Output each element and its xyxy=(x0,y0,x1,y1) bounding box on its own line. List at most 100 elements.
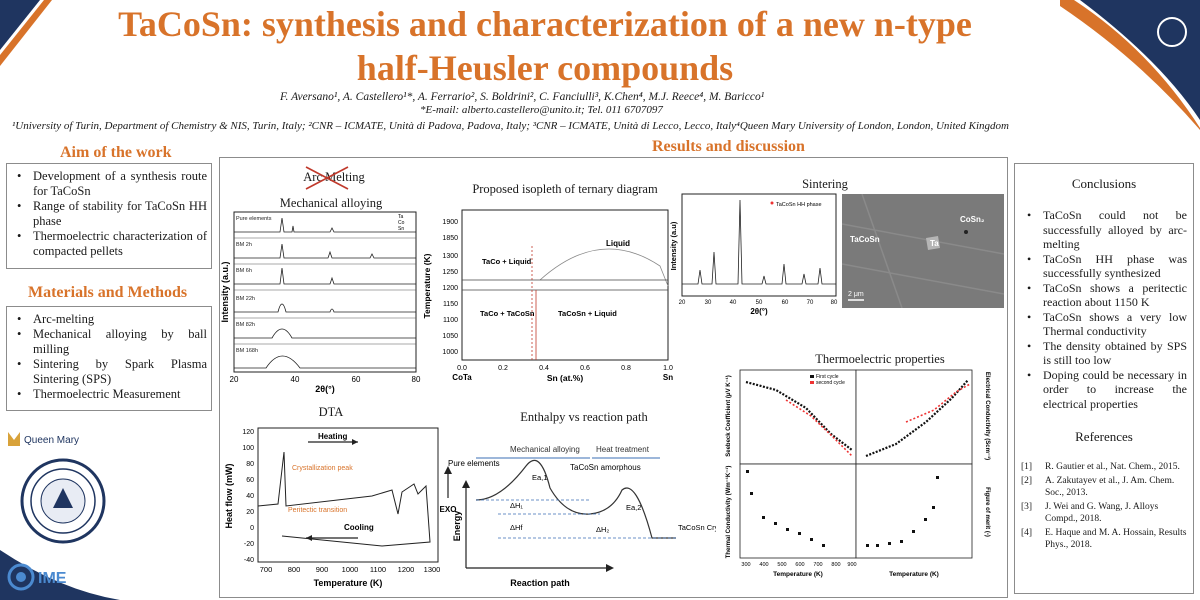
sintering-tick: 60 xyxy=(782,300,789,306)
enthalpy-dh1: ΔH₁ xyxy=(510,501,523,510)
crossed-out-icon xyxy=(305,166,349,190)
xrd-mechanical-alloying-plot: Pure elements BM 2h BM 6h BM 22h BM 82h … xyxy=(220,211,421,394)
sintering-legend: TaCoSn HH phase xyxy=(776,202,822,208)
corner-decoration-bottom-left xyxy=(0,550,120,600)
methods-item: Thermoelectric Measurement xyxy=(11,387,207,402)
sintering-tick: 70 xyxy=(807,300,814,306)
reference-text: J. Wei and G. Wang, J. Alloys Compd., 20… xyxy=(1045,502,1159,524)
isopleth-x-right: Sn xyxy=(663,373,673,382)
aim-item: Thermoelectric characterization of compa… xyxy=(11,229,207,259)
reference-item: [3] J. Wei and G. Wang, J. Alloys Compd.,… xyxy=(1021,501,1187,525)
dta-exo: EXO xyxy=(440,505,457,514)
thermo-xlabel-left: Temperature (K) xyxy=(773,571,823,578)
dta-ytick: -40 xyxy=(244,557,254,564)
isopleth-ytick: 1050 xyxy=(442,333,458,340)
isopleth-ytick: 1200 xyxy=(442,285,458,292)
isopleth-ytick: 1850 xyxy=(442,235,458,242)
enthalpy-ea2: Ea,2 xyxy=(626,503,641,512)
corner-decoration-top-right xyxy=(1060,0,1200,130)
ime-logo: IME xyxy=(6,560,86,594)
xrd-trace-label: BM 22h xyxy=(236,296,255,302)
sintering-tick: 80 xyxy=(831,300,838,306)
enthalpy-title: Enthalpy vs reaction path xyxy=(520,410,648,424)
dta-xlabel: Temperature (K) xyxy=(314,578,383,588)
dta-cooling: Cooling xyxy=(344,523,374,532)
isopleth-xtick: 0.6 xyxy=(580,365,590,372)
dta-ytick: 60 xyxy=(246,477,254,484)
aim-heading: Aim of the work xyxy=(60,144,172,161)
xrd-tick: 20 xyxy=(230,375,239,384)
reference-item: [4] E. Haque and M. A. Hossain, Results P… xyxy=(1021,527,1187,551)
conclusions-heading: Conclusions xyxy=(1071,176,1137,191)
isopleth-xtick: 0.4 xyxy=(539,365,549,372)
dta-ytick: 0 xyxy=(250,525,254,532)
sintering-xrd-plot: TaCoSn HH phase Intensity (a.u) 20 30 40… xyxy=(669,193,838,316)
contact-email: *E-mail: alberto.castellero@unito.it; Te… xyxy=(420,104,663,116)
enthalpy-diagram: Mechanical alloying Heat treatment Pure … xyxy=(448,445,716,588)
dta-xtick: 800 xyxy=(288,565,301,574)
isopleth-xtick: 0.8 xyxy=(621,365,631,372)
dta-plot: Heating Cooling Crystallization peak Per… xyxy=(224,427,457,588)
ime-logo-text: IME xyxy=(38,570,67,587)
xrd-trace-label: BM 82h xyxy=(236,322,255,328)
queen-mary-logo: Queen Mary xyxy=(6,428,84,450)
isopleth-ytick: 1000 xyxy=(442,349,458,356)
sintering-tick: 30 xyxy=(705,300,712,306)
sem-scale-bar: 2 μm xyxy=(848,291,864,298)
isopleth-x-left: CoTa xyxy=(452,373,472,382)
methods-heading: Materials and Methods xyxy=(28,284,188,301)
poster-title: TaCoSn: synthesis and characterization o… xyxy=(40,2,1050,90)
xrd-trace-label: BM 6h xyxy=(236,268,252,274)
conclusion-item: TaCoSn HH phase was successfully synthes… xyxy=(1021,252,1187,281)
dta-ytick: 100 xyxy=(242,445,254,452)
xrd-trace-label: BM 2h xyxy=(236,242,252,248)
thermoelectric-plots: First cycle second cycle Seebeck Coeffic… xyxy=(725,369,991,578)
xrd-xlabel: 2θ(°) xyxy=(315,384,334,394)
dta-ytick: 40 xyxy=(246,493,254,500)
conclusion-item: TaCoSn shows a very low Thermal conducti… xyxy=(1021,310,1187,339)
xrd-trace-label: Pure elements xyxy=(236,216,272,222)
isopleth-ytick: 1100 xyxy=(443,317,458,324)
corner-decoration-top-left xyxy=(0,0,52,66)
sem-label-tacosn: TaCoSn xyxy=(850,235,880,244)
enthalpy-ea1: Ea,1 xyxy=(532,473,547,482)
dta-xtick: 700 xyxy=(260,565,273,574)
dta-xtick: 1000 xyxy=(342,565,359,574)
dta-title: DTA xyxy=(318,405,344,419)
sintering-tick: 40 xyxy=(730,300,737,306)
thermo-legend-second: second cycle xyxy=(816,380,845,386)
conclusions-box: Conclusions TaCoSn could not be successf… xyxy=(1014,163,1194,594)
thermo-xtick: 400 xyxy=(759,562,768,568)
isopleth-title: Proposed isopleth of ternary diagram xyxy=(472,182,658,196)
thermo-xtick: 500 xyxy=(777,562,786,568)
dta-xtick: 1200 xyxy=(398,565,415,574)
reference-item: [2] A. Zakutayev et al., J. Am. Chem. Soc… xyxy=(1021,475,1187,499)
title-line-2: half-Heusler compounds xyxy=(356,48,734,88)
dta-xtick: 1100 xyxy=(370,565,386,574)
xrd-trace-label: BM 168h xyxy=(236,348,258,354)
methods-item: Sintering by Spark Plasma Sintering (SPS… xyxy=(11,357,207,387)
methods-item: Mechanical alloying by ball milling xyxy=(11,327,207,357)
xrd-ylabel: Intensity (a.u.) xyxy=(220,261,230,322)
mechanical-alloying-label: Mechanical alloying xyxy=(279,196,383,210)
university-seal xyxy=(20,458,106,544)
sem-label-ta: Ta xyxy=(930,239,939,248)
reference-number: [2] xyxy=(1021,476,1033,486)
enthalpy-dh2: ΔH₂ xyxy=(596,525,609,534)
sintering-tick: 50 xyxy=(756,300,763,306)
reference-number: [1] xyxy=(1021,462,1033,472)
enthalpy-mech: Mechanical alloying xyxy=(510,445,580,454)
isopleth-diagram: Liquid TaCo + Liquid TaCo + TaCoSn TaCoS… xyxy=(422,209,673,383)
thermo-legend-first: First cycle xyxy=(816,374,839,380)
region-taco-liquid: TaCo + Liquid xyxy=(482,257,532,266)
isopleth-ylabel: Temperature (K) xyxy=(422,253,432,318)
isopleth-xtick: 0.2 xyxy=(498,365,508,372)
xrd-legend-ta: Ta xyxy=(398,214,404,220)
isopleth-ytick: 1150 xyxy=(443,301,458,308)
aim-item: Range of stability for TaCoSn HH phase xyxy=(11,199,207,229)
isopleth-xlabel: Sn (at.%) xyxy=(547,373,584,383)
xrd-tick: 80 xyxy=(412,375,421,384)
methods-box: Arc-melting Mechanical alloying by ball … xyxy=(6,306,212,411)
reference-number: [4] xyxy=(1021,528,1033,538)
isopleth-ytick: 1250 xyxy=(442,269,458,276)
